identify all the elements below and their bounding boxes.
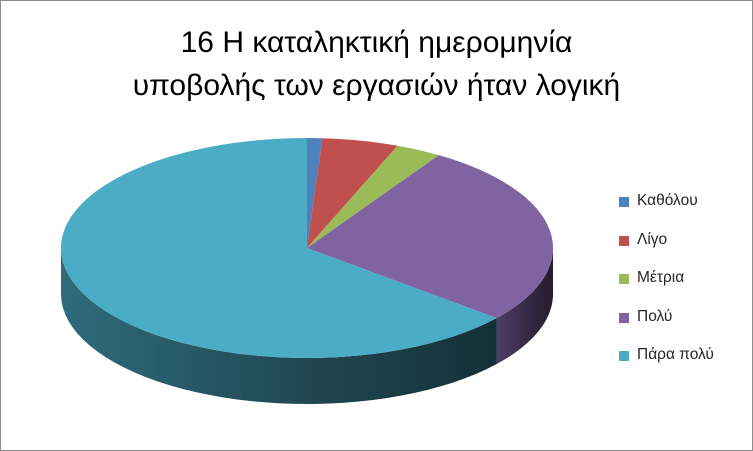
pie-side-Πολύ (496, 248, 553, 365)
legend-swatch (619, 197, 629, 207)
chart-title-line-1: 16 Η καταληκτική ημερομηνία (180, 26, 573, 59)
legend-label: Λίγο (637, 230, 668, 248)
pie-slice-Πολύ (307, 155, 554, 319)
pie-slices (61, 138, 554, 358)
pie-side-Πάρα πολύ (61, 248, 497, 404)
legend-label: Καθόλου (637, 192, 698, 209)
legend-swatch (619, 235, 629, 246)
pie-slice-Μέτρια (307, 145, 439, 248)
legend-label: Μέτρια (637, 269, 685, 286)
legend-swatch (619, 312, 629, 323)
pie-slice-Καθόλου (307, 138, 323, 248)
chart-title: 16 Η καταληκτική ημερομηνία υποβολής των… (1, 21, 752, 107)
legend-swatch (619, 351, 629, 361)
legend-label: Πάρα πολύ (637, 346, 714, 363)
chart-title-line-2: υποβολής των εργασιών ήταν λογική (132, 69, 621, 102)
pie-slice-Λίγο (307, 138, 398, 248)
legend-swatch (619, 274, 629, 284)
pie-sides (61, 248, 553, 404)
legend-label: Πολύ (637, 307, 673, 325)
pie-slice-Πάρα πολύ (61, 138, 497, 358)
